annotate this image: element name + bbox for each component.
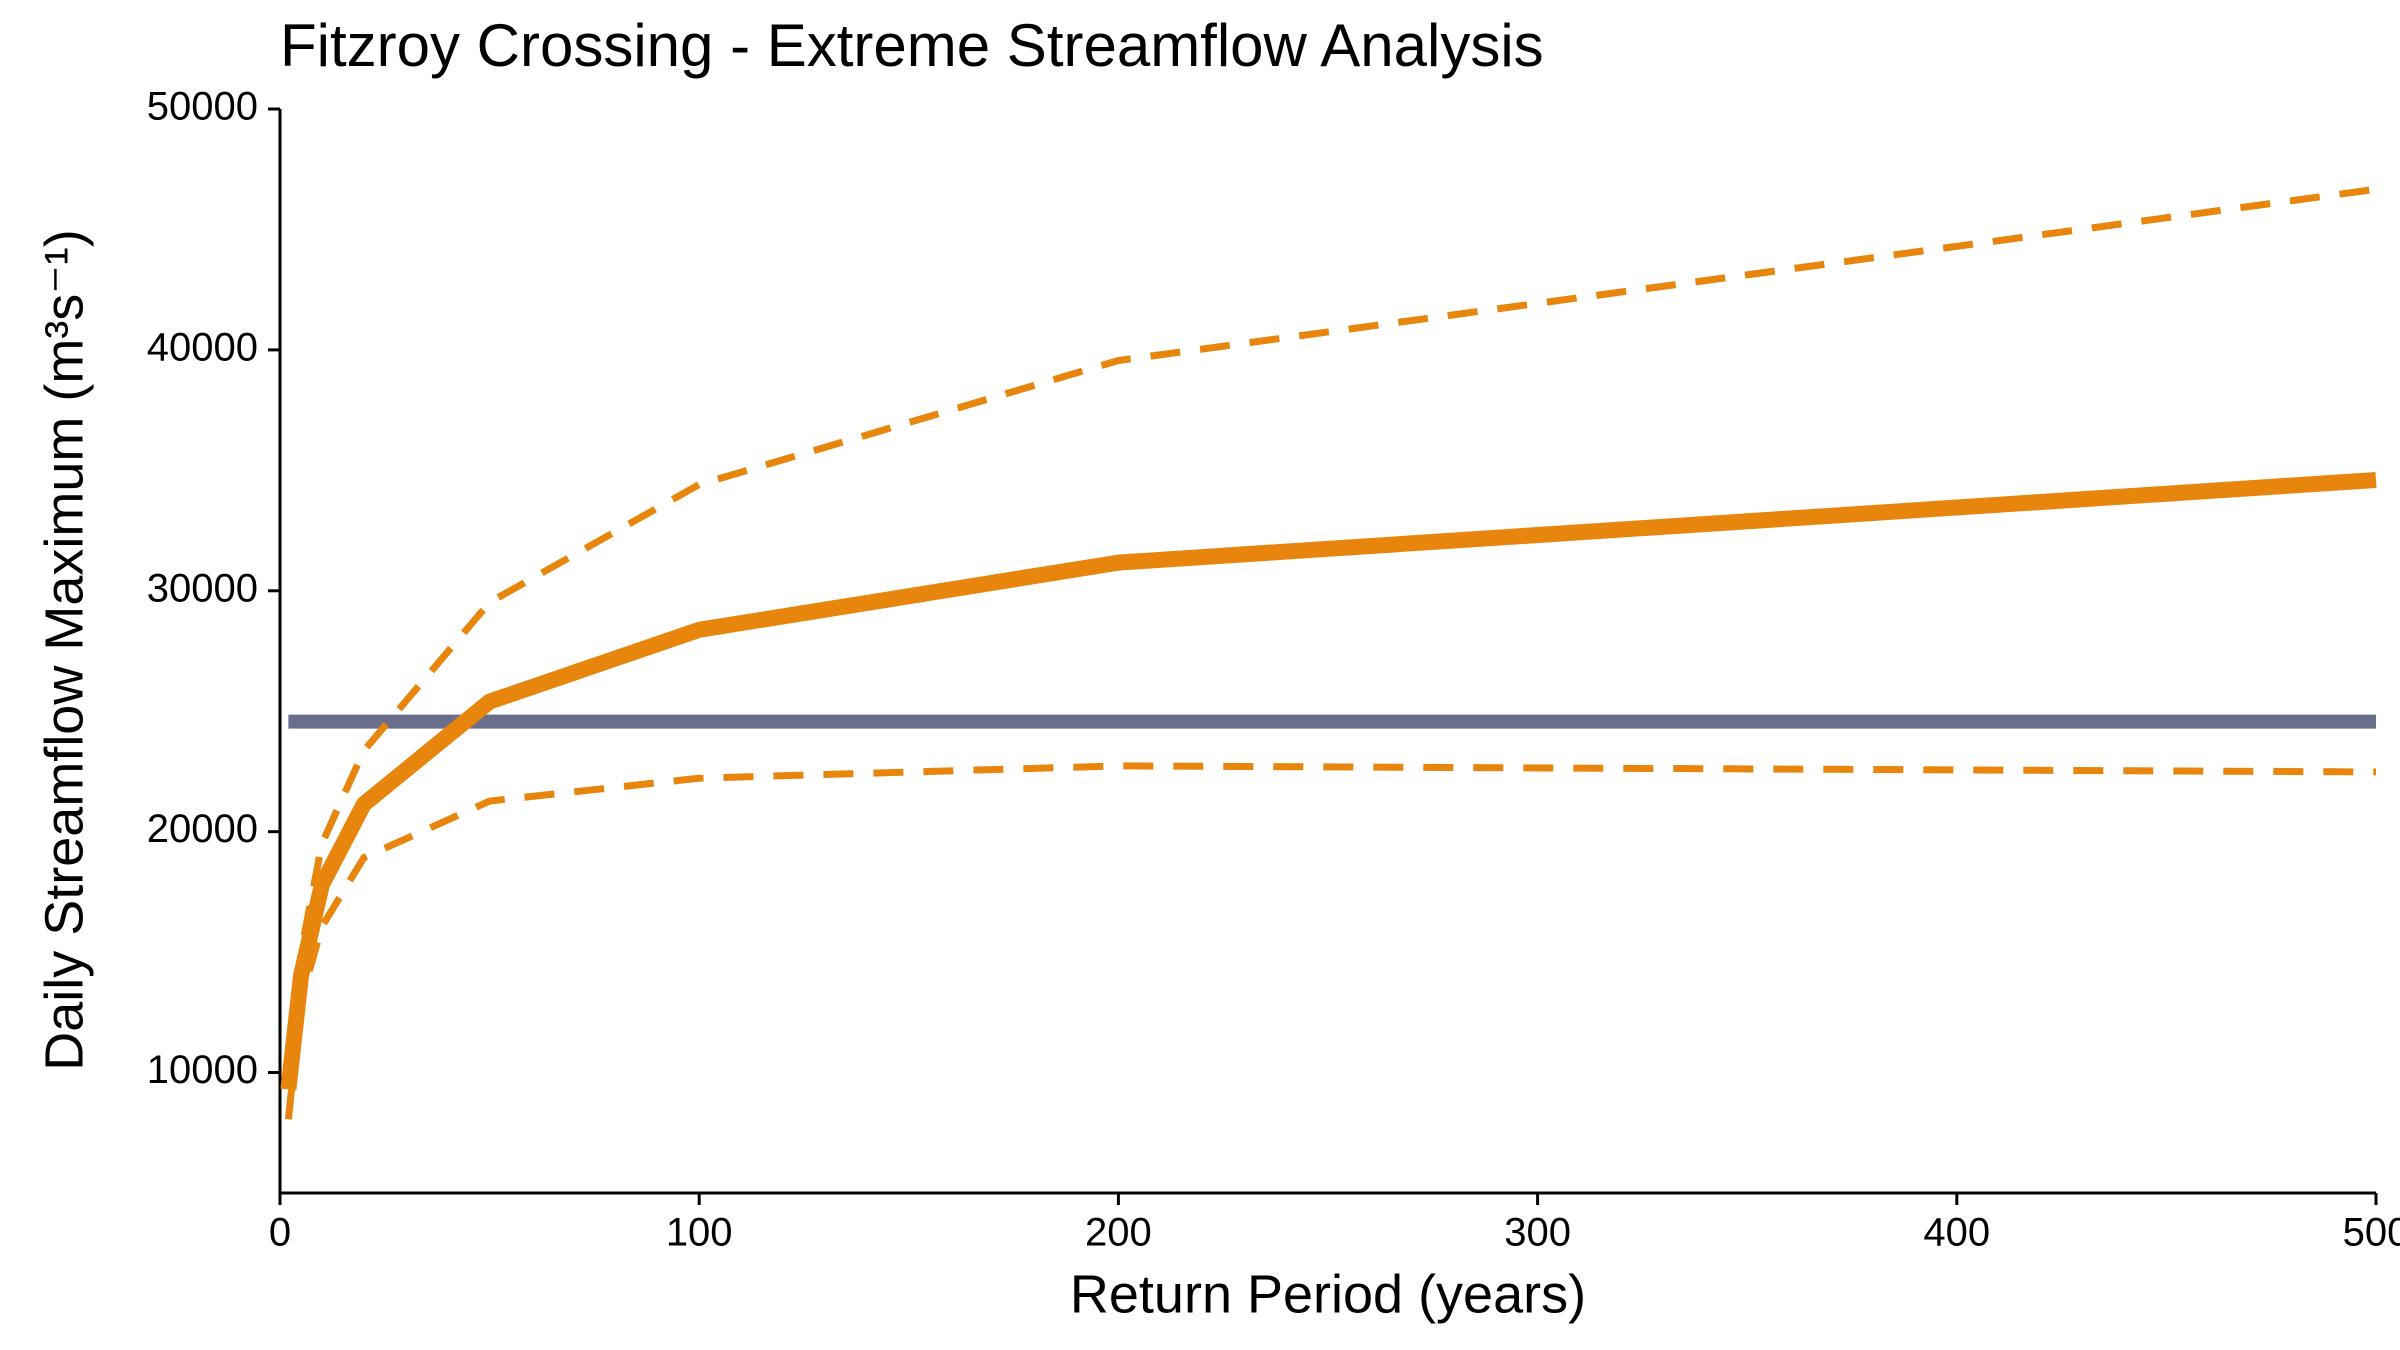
series-line [280,471,2377,1091]
x-tick-label: 300 [1504,1211,1571,1255]
confidence-line [284,762,2377,1120]
y-tick-label: 10000 [147,1048,258,1092]
x-tick-label: 500 [2343,1211,2400,1255]
chart-title: Fitzroy Crossing - Extreme Streamflow An… [280,12,1544,79]
y-tick-label: 40000 [147,325,258,369]
x-tick-label: 400 [1923,1211,1990,1255]
y-tick-label: 30000 [147,566,258,610]
y-axis-title: Daily Streamflow Maximum (m³s⁻¹) [34,229,94,1071]
confidence-line [284,185,2377,1085]
x-tick-label: 200 [1085,1211,1152,1255]
x-tick-label: 100 [666,1211,733,1255]
y-tick-label: 50000 [147,85,258,129]
x-axis-title: Return Period (years) [1070,1264,1586,1324]
y-tick-label: 20000 [147,807,258,851]
x-tick-label: 0 [269,1211,291,1255]
